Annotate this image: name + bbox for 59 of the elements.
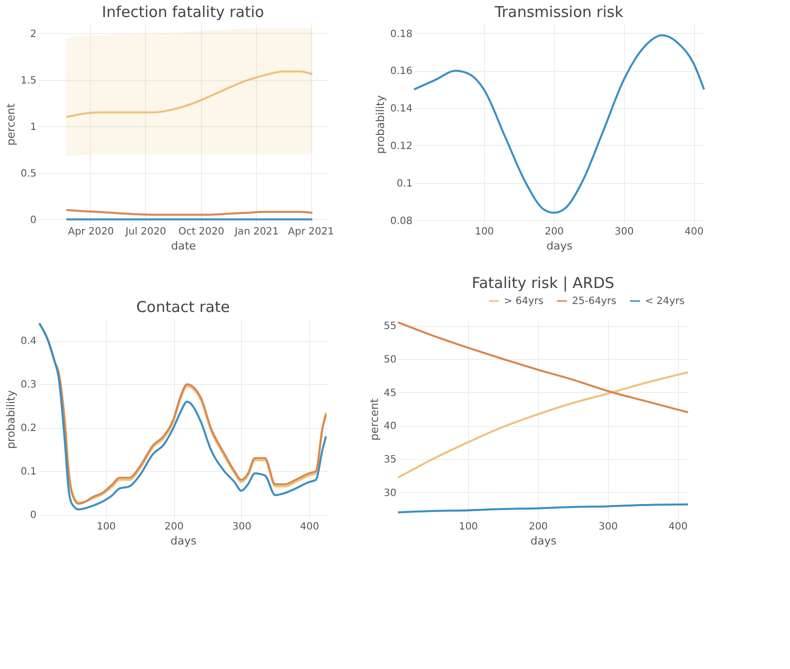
line-series — [65, 70, 314, 118]
y-tick-label: 1.5 — [20, 75, 36, 86]
x-tick-label: 300 — [598, 522, 618, 532]
legend-label: 25-64yrs — [572, 296, 616, 307]
x-tick-label: 100 — [474, 226, 494, 238]
x-tick-label: 100 — [96, 522, 116, 532]
x-tick-label: 400 — [300, 522, 320, 532]
y-tick-label: 40 — [384, 421, 396, 432]
x-axis-title: days — [170, 534, 197, 548]
y-tick-label: 35 — [384, 454, 396, 466]
y-tick-label: 45 — [384, 388, 396, 399]
y-tick-label: 0.16 — [390, 66, 412, 78]
chart-title: Contact rate — [136, 298, 230, 316]
line-series — [397, 371, 689, 479]
chart-title: Fatality risk | ARDS — [472, 274, 614, 292]
x-tick-label: 100 — [458, 522, 478, 532]
y-tick-label: 0.18 — [390, 28, 412, 40]
y-tick-label: 0.1 — [20, 466, 36, 478]
x-tick-label: 300 — [614, 226, 634, 238]
x-tick-label: 200 — [544, 226, 564, 238]
y-tick-label: 0 — [30, 214, 36, 226]
y-tick-label: 0.2 — [20, 423, 36, 434]
y-tick-label: 30 — [384, 488, 396, 499]
legend-label: > 64yrs — [504, 296, 544, 307]
x-axis-title: days — [546, 240, 573, 252]
y-tick-label: 0 — [30, 510, 36, 522]
y-tick-label: 0.14 — [390, 104, 412, 115]
y-axis-title: percent — [4, 102, 18, 146]
x-tick-label: Apr 2021 — [288, 226, 334, 238]
legend-label: < 24yrs — [645, 296, 685, 307]
x-tick-label: 200 — [164, 522, 184, 532]
x-axis-title: days — [530, 534, 557, 548]
y-tick-label: 0.08 — [390, 216, 412, 227]
y-tick-label: 0.1 — [396, 178, 412, 190]
x-tick-label: Oct 2020 — [178, 226, 224, 238]
x-tick-label: 400 — [668, 522, 688, 532]
x-tick-label: Jan 2021 — [234, 226, 279, 238]
x-tick-label: 400 — [684, 226, 704, 238]
x-axis-title: date — [171, 240, 196, 252]
y-axis-title: percent — [368, 398, 381, 441]
y-tick-label: 2 — [30, 28, 36, 40]
y-tick-label: 50 — [384, 354, 396, 366]
x-tick-label: 200 — [528, 522, 548, 532]
y-axis-title: probability — [374, 94, 388, 154]
chart-title: Infection fatality ratio — [102, 3, 264, 21]
line-series — [397, 503, 689, 514]
y-tick-label: 1 — [30, 122, 36, 133]
x-tick-label: 300 — [232, 522, 252, 532]
line-series — [397, 321, 689, 414]
y-tick-label: 0.3 — [20, 380, 36, 391]
y-axis-title: probability — [4, 390, 18, 449]
x-tick-label: Apr 2020 — [68, 226, 114, 238]
y-tick-label: 55 — [384, 321, 396, 332]
line-series — [413, 34, 705, 214]
x-tick-label: Jul 2020 — [124, 226, 166, 238]
y-tick-label: 0.4 — [20, 336, 36, 348]
y-tick-label: 0.12 — [390, 140, 412, 152]
y-tick-label: 0.5 — [20, 168, 36, 180]
chart-title: Transmission risk — [494, 3, 624, 21]
